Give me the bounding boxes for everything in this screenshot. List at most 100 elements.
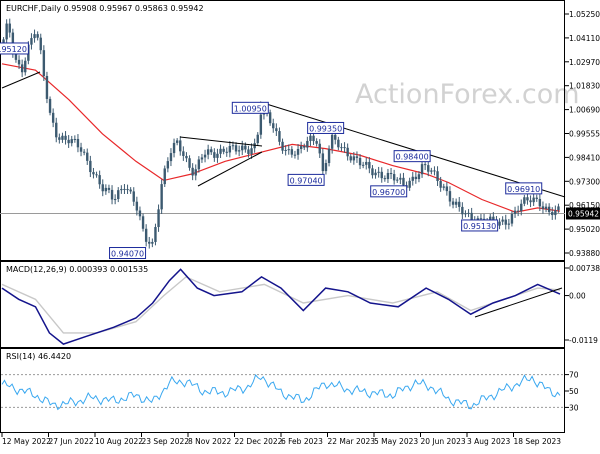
date-tick-label: 20 Jun 2023: [421, 437, 466, 446]
candle-body: [312, 135, 315, 142]
candle-body: [17, 59, 21, 65]
price-label-box: [370, 185, 408, 198]
candle-body: [126, 189, 129, 191]
candle-body: [371, 168, 374, 176]
candle-body: [526, 197, 529, 201]
candle-body: [461, 206, 464, 215]
rsi-line: [1, 374, 561, 411]
candle-body: [172, 142, 176, 154]
candle-body: [117, 190, 120, 200]
candle-body: [213, 152, 216, 158]
price-tick-label: 1.04110: [569, 34, 600, 43]
macd-title: MACD(12,26,9) 0.000393 0.001535: [6, 265, 148, 274]
candle-body: [284, 150, 287, 152]
price-label-box: [287, 173, 325, 186]
price-tick-label: 0.99555: [569, 130, 600, 139]
date-tick-label: 22 Mar 2023: [328, 437, 376, 446]
candle-body: [423, 164, 427, 166]
candle-body: [498, 221, 501, 226]
candle-body: [427, 165, 430, 172]
candle-body: [290, 149, 294, 155]
watermark: ActionForex.com: [355, 79, 580, 110]
candle-body: [337, 139, 340, 148]
candle-body: [107, 187, 111, 190]
date-tick-label: 27 Jun 2022: [49, 437, 94, 446]
candle-body: [210, 149, 213, 153]
rsi-tick-label: 30: [569, 403, 579, 412]
date-tick-label: 10 Aug 2022: [95, 437, 143, 446]
candle-body: [206, 149, 210, 155]
candle-body: [451, 201, 455, 205]
candle-body: [386, 172, 390, 180]
trendlines: [1, 71, 566, 198]
candle-body: [73, 138, 77, 140]
candle-body: [5, 23, 8, 40]
candle-body: [151, 241, 154, 244]
candle-body: [275, 128, 278, 132]
candle-body: [216, 153, 219, 158]
candle-body: [61, 135, 64, 140]
candle-body: [113, 199, 117, 201]
candle-body: [166, 161, 170, 169]
candle-body: [544, 206, 548, 209]
candle-body: [33, 34, 36, 39]
candle-body: [293, 154, 297, 156]
candle-body: [14, 53, 18, 60]
candle-body: [402, 177, 405, 186]
candle-body: [389, 172, 393, 175]
candle-body: [225, 151, 228, 153]
candle-body: [219, 148, 222, 154]
candle-body: [513, 210, 517, 215]
candle-body: [42, 50, 46, 77]
candle-body: [523, 197, 526, 204]
candle-body: [296, 149, 300, 155]
candle-body: [45, 76, 49, 99]
trendline-triangle-top: [179, 136, 263, 147]
candle-body: [110, 189, 114, 200]
candle-body: [247, 149, 250, 154]
candle-body: [507, 223, 511, 225]
candle-body: [244, 145, 247, 150]
main-title: EURCHF,Daily 0.95908 0.95967 0.95863 0.9…: [6, 4, 204, 13]
rsi-title: RSI(14) 46.4420: [6, 352, 71, 361]
candle-body: [383, 178, 387, 180]
candle-body: [448, 191, 452, 202]
current-price-value: 0.95942: [568, 210, 599, 219]
price-label: 0.97040: [290, 176, 323, 185]
candle-body: [86, 152, 89, 161]
candle-body: [361, 164, 365, 166]
candle-body: [411, 176, 414, 181]
candle-body: [154, 227, 157, 242]
candle-body: [492, 216, 495, 221]
candle-body: [365, 161, 368, 165]
price-label-box: [307, 121, 345, 134]
candle-body: [535, 197, 538, 199]
candle-body: [185, 155, 188, 159]
candle-body: [197, 159, 201, 170]
candle-body: [39, 37, 42, 51]
macd-trendline: [474, 287, 563, 318]
candle-body: [132, 191, 135, 202]
candle-body: [399, 177, 402, 180]
candle-body: [547, 206, 551, 213]
price-label: 0.96910: [507, 185, 540, 194]
price-label-box: [231, 101, 269, 114]
price-label: 0.99350: [309, 124, 342, 133]
date-tick-label: 22 Dec 2022: [235, 437, 283, 446]
candle-body: [67, 139, 70, 144]
candle-body: [163, 168, 166, 185]
price-axis: 1.05250 1.04110 1.02970 1.01830 1.00690 0.995…: [565, 10, 600, 258]
candle-body: [278, 131, 281, 142]
candle-body: [268, 112, 272, 124]
candle-body: [340, 147, 343, 149]
candle-body: [89, 160, 92, 173]
candle-body: [392, 174, 396, 181]
macd-tick-label: 0.00: [569, 292, 586, 301]
candle-body: [464, 213, 467, 215]
candle-body: [101, 184, 104, 192]
candle-body: [48, 98, 52, 113]
candle-body: [557, 206, 560, 211]
macd-axis: 0.007384 0.00 -0.0119: [565, 264, 600, 345]
